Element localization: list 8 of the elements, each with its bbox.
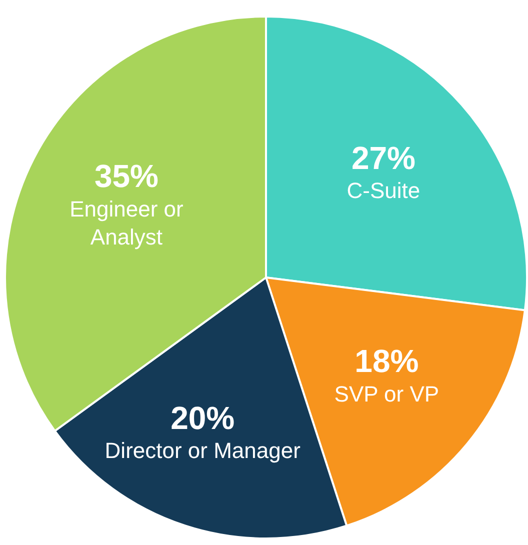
data-label: 27% [351,140,416,176]
slice-label: Engineer or Analyst [70,196,184,250]
slice-label: C-Suite [346,178,420,203]
slice-label: Director or Manager [104,438,300,463]
slice-label: SVP or VP [334,381,440,406]
data-label: 18% [354,343,419,380]
data-label: 20% [170,400,235,436]
data-label: 35% [94,158,158,194]
